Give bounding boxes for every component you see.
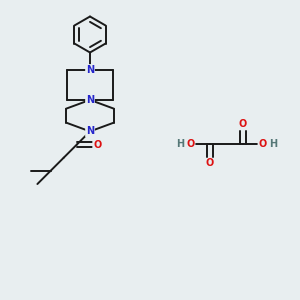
Text: O: O	[258, 139, 267, 149]
Text: N: N	[86, 126, 94, 136]
Text: N: N	[86, 65, 94, 75]
Text: O: O	[93, 140, 101, 150]
Text: N: N	[86, 95, 94, 105]
Text: H: H	[269, 139, 277, 149]
Text: O: O	[186, 139, 195, 149]
Text: O: O	[206, 158, 214, 169]
Text: O: O	[239, 119, 247, 130]
Text: H: H	[176, 139, 184, 149]
